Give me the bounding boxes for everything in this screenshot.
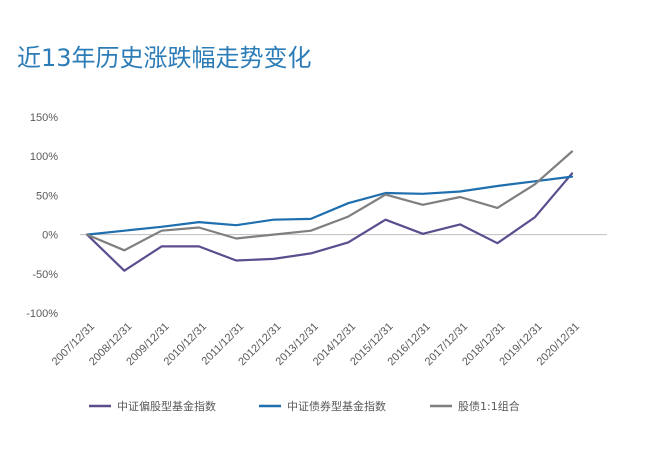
y-tick-label: 50% bbox=[36, 190, 58, 202]
y-tick-label: -50% bbox=[32, 269, 58, 281]
axis-layer: 150% 100% 50% 0% -50% -100% bbox=[26, 112, 607, 320]
series-line-3 bbox=[85, 150, 574, 252]
y-tick-label: 100% bbox=[30, 151, 58, 163]
series-line-2 bbox=[85, 175, 574, 236]
y-tick-label: -100% bbox=[26, 308, 58, 320]
series-line-1 bbox=[85, 172, 574, 272]
legend-label: 中证偏股型基金指数 bbox=[117, 399, 216, 413]
y-tick-label: 0% bbox=[42, 230, 58, 242]
chart-title: 近13年历史涨跌幅走势变化 bbox=[17, 44, 312, 72]
x-tick-labels: 2007/12/312008/12/312009/12/312010/12/31… bbox=[50, 321, 582, 368]
legend-label: 股债1:1组合 bbox=[458, 399, 520, 413]
series-layer bbox=[85, 150, 574, 272]
legend-label: 中证债券型基金指数 bbox=[287, 399, 386, 413]
legend: 中证偏股型基金指数 中证债券型基金指数 股债1:1组合 bbox=[89, 399, 520, 413]
y-tick-label: 150% bbox=[30, 112, 58, 124]
